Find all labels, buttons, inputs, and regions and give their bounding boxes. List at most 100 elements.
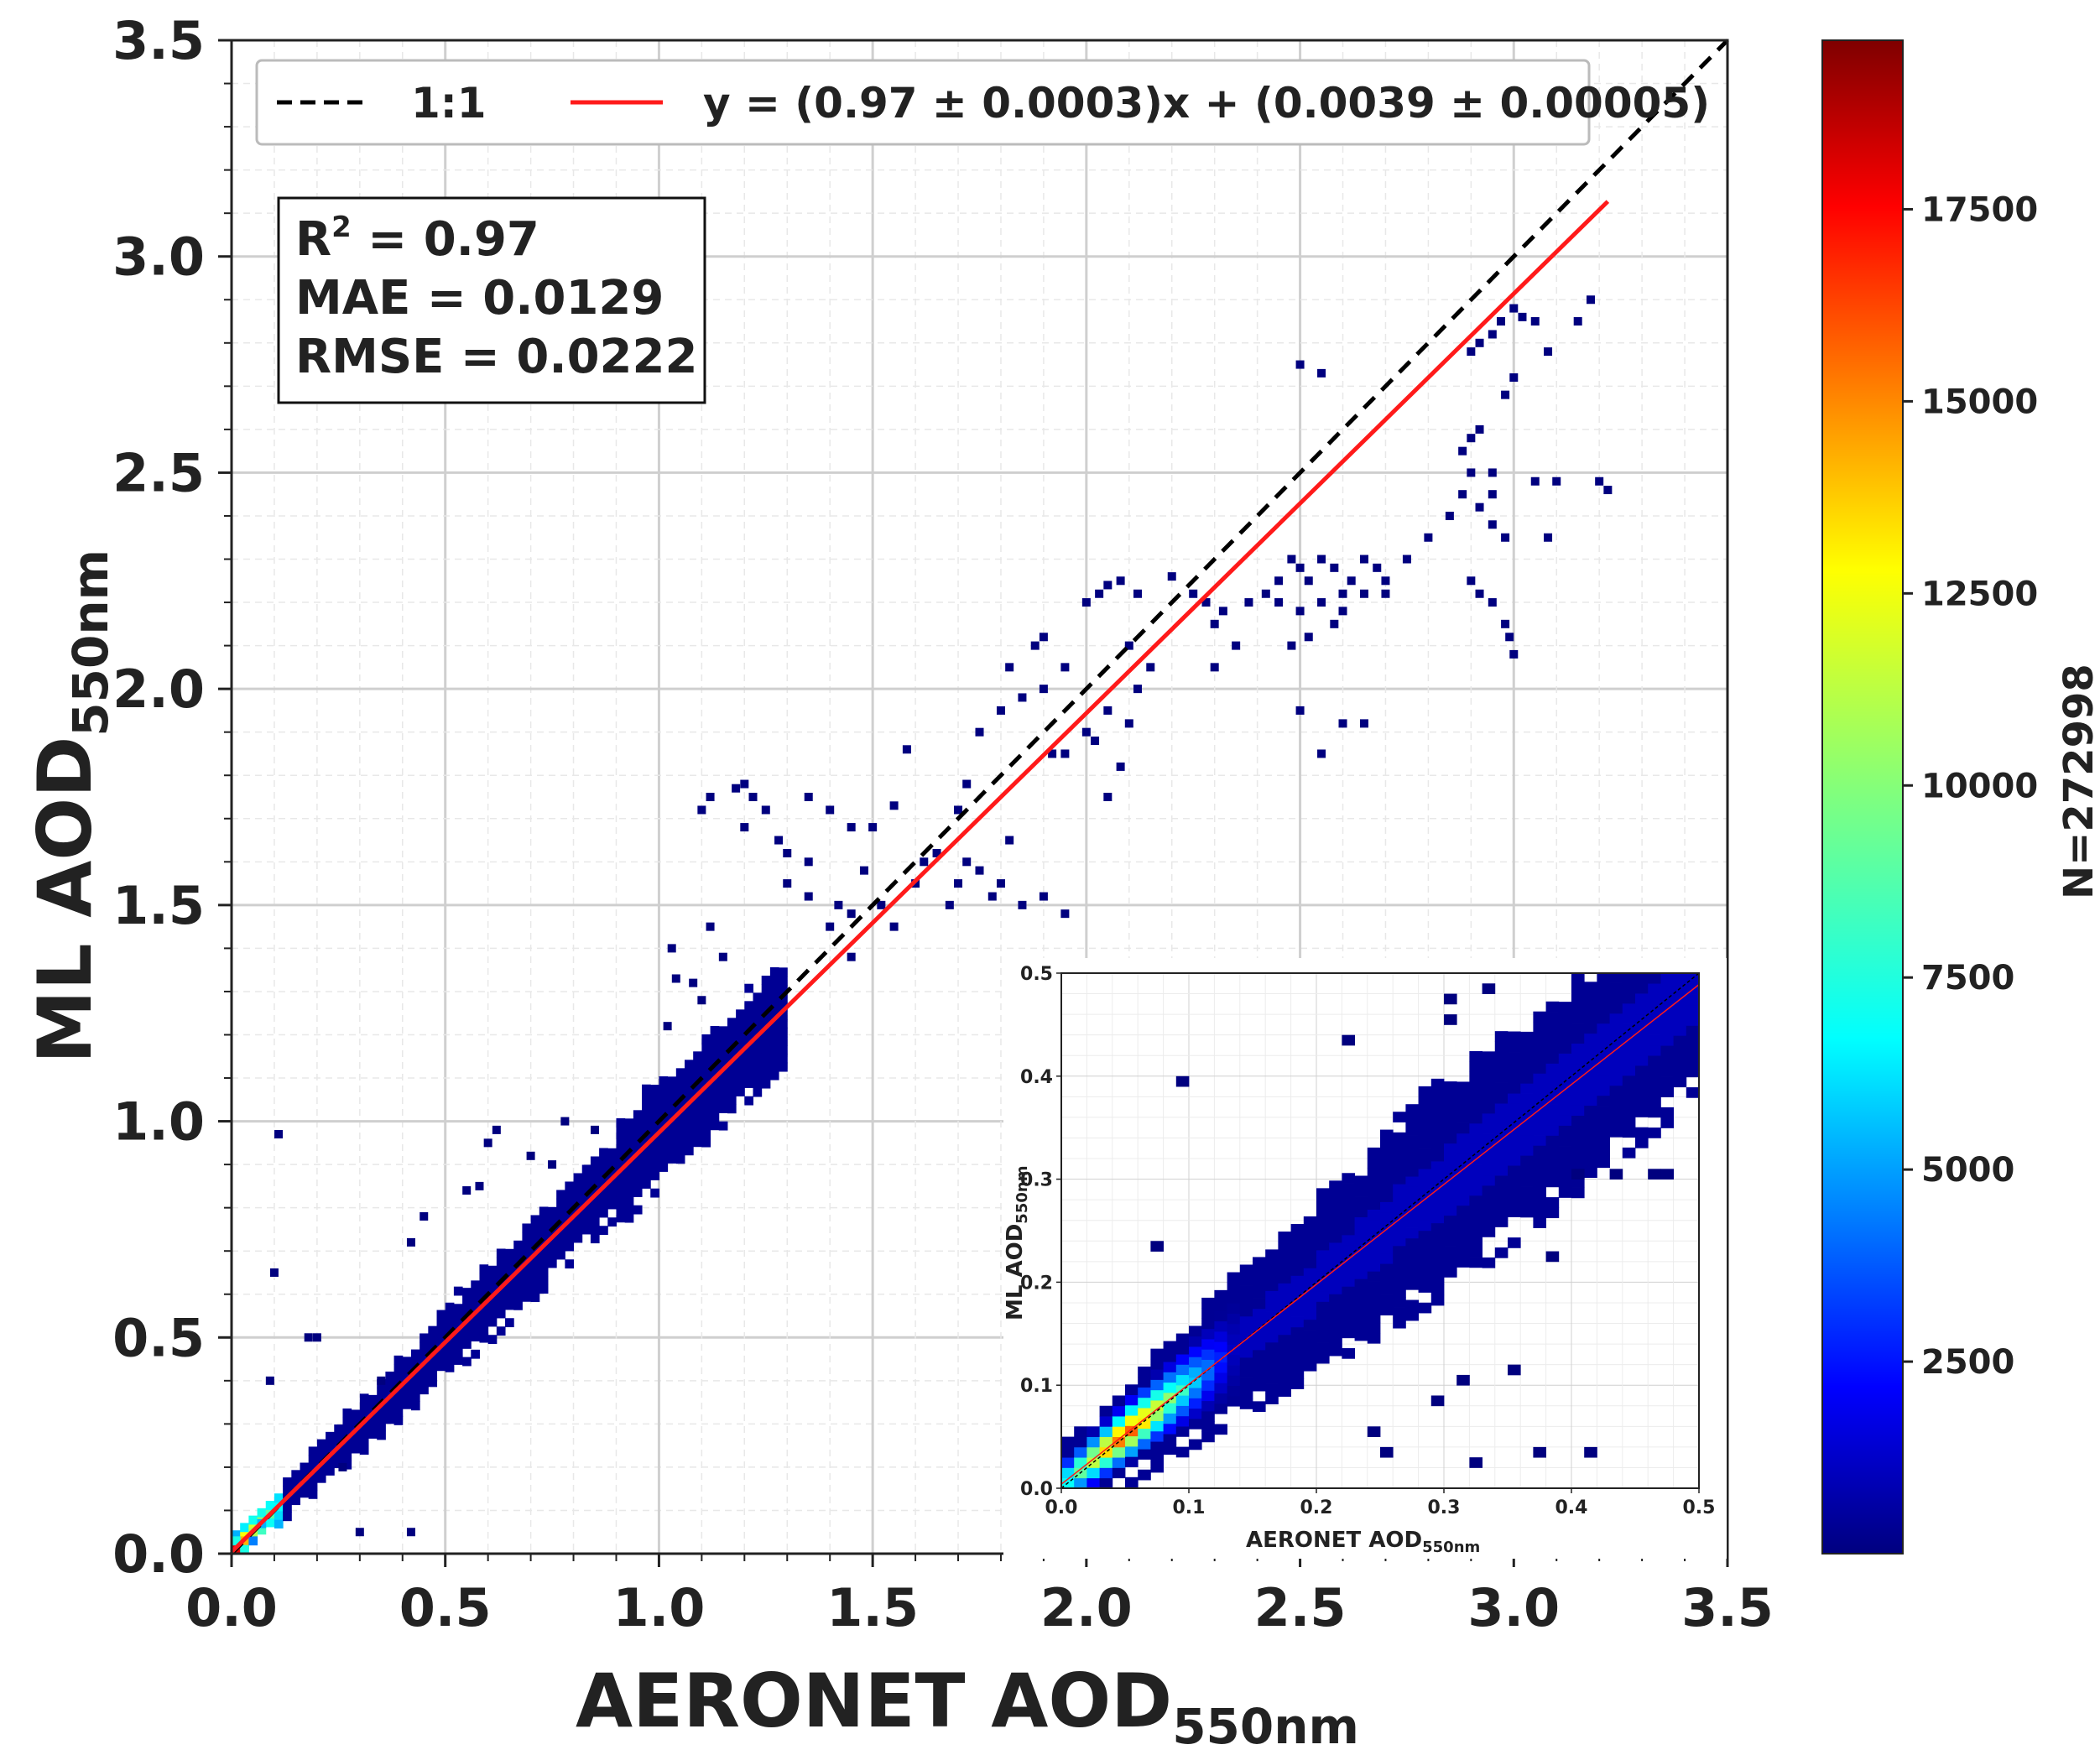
scatter-point (1081, 598, 1091, 607)
inset-density-cell (1622, 992, 1636, 1004)
inset-density-cell (1545, 1104, 1560, 1116)
density-cell (265, 1518, 275, 1528)
scatter-point (1317, 749, 1326, 758)
inset-density-cell (1430, 1130, 1445, 1141)
density-cell (462, 1357, 472, 1367)
inset-density-cell (1469, 1185, 1483, 1196)
inset-density-cell (1138, 1387, 1151, 1398)
density-cell (684, 1060, 694, 1070)
density-cell (675, 1102, 685, 1112)
inset-density-cell (1201, 1318, 1215, 1330)
inset-density-cell (1329, 1304, 1342, 1315)
inset-density-cell (1150, 1358, 1164, 1370)
inset-density-cell (1189, 1325, 1202, 1337)
inset-density-cell (1405, 1165, 1419, 1177)
inset-density-cell (1494, 1103, 1509, 1114)
density-cell (513, 1240, 523, 1250)
scatter-point (377, 1376, 386, 1385)
scatter-point (1274, 598, 1284, 607)
scatter-point (1317, 555, 1326, 564)
inset-density-cell (1571, 1156, 1585, 1168)
colorbar-tick-label: 2500 (1921, 1343, 2014, 1382)
colorbar-tick-label: 5000 (1921, 1151, 2014, 1190)
inset-density-cell (1597, 1023, 1610, 1034)
density-cell (539, 1224, 549, 1233)
inset-density-cell (1648, 1086, 1661, 1097)
inset-density-cell (1571, 1115, 1585, 1127)
inset-density-cell (1635, 1137, 1649, 1148)
density-cell (556, 1250, 565, 1260)
inset-density-cell (1469, 1164, 1483, 1175)
density-cell (718, 1121, 728, 1131)
inset-density-cell (1545, 1012, 1560, 1023)
inset-density-cell (1380, 1294, 1394, 1305)
density-cell (445, 1320, 455, 1330)
density-cell (659, 1154, 669, 1164)
density-cell (744, 1018, 754, 1028)
inset-density-cell (1430, 1181, 1445, 1193)
density-cell (496, 1257, 506, 1267)
inset-density-cell (1584, 1115, 1597, 1127)
inset-density-cell (1380, 1129, 1394, 1141)
density-cell (487, 1274, 498, 1284)
colorbar-tick-label: 10000 (1921, 767, 2038, 805)
density-cell (522, 1284, 532, 1294)
inset-density-cell (1597, 1095, 1610, 1107)
inset-density-cell (1635, 1003, 1649, 1015)
inset-density-cell (1125, 1435, 1139, 1447)
density-cell (300, 1488, 310, 1498)
inset-density-cell (1558, 1012, 1572, 1023)
inset-density-cell (1201, 1297, 1215, 1309)
density-cell (659, 1137, 669, 1146)
scatter-point (671, 974, 680, 983)
inset-density-cell (1686, 994, 1699, 1006)
colorbar-ticks: 2500 5000 7500 10000 12500 15000 17500 (1903, 190, 2038, 1382)
inset-density-cell (1380, 1242, 1394, 1254)
inset-density-cell (1545, 1022, 1560, 1034)
density-cell (505, 1266, 514, 1276)
density-cell (300, 1471, 310, 1481)
density-cell (530, 1275, 540, 1285)
density-cell (779, 984, 788, 994)
inset-density-cell (1660, 1055, 1674, 1067)
inset-density-cell (1086, 1436, 1100, 1448)
inset-density-cell (1533, 1083, 1546, 1095)
density-cell (753, 1079, 763, 1089)
density-cell (385, 1371, 395, 1381)
inset-density-cell (1635, 982, 1649, 994)
density-cell (334, 1433, 343, 1443)
inset-density-cell (1125, 1456, 1139, 1467)
scatter-point (689, 978, 698, 987)
inset-density-cell (1430, 1263, 1445, 1275)
inset-density-cell (1456, 1081, 1470, 1093)
density-cell (547, 1250, 557, 1260)
inset-density-cell (1265, 1321, 1279, 1333)
density-cell (761, 1062, 771, 1071)
inset-density-cell (1239, 1336, 1253, 1348)
inset-density-cell (1239, 1398, 1253, 1409)
inset-density-cell (1354, 1237, 1368, 1248)
inset-density-cell (1571, 1033, 1585, 1044)
density-cell (308, 1481, 318, 1491)
scatter-point (987, 892, 997, 901)
density-cell (573, 1173, 583, 1183)
inset-density-cell (1508, 1134, 1521, 1145)
inset-density-cell (1342, 1276, 1355, 1287)
inset-density-cell (1125, 1476, 1139, 1488)
inset-density-cell (1099, 1457, 1113, 1468)
inset-density-cell (1405, 1268, 1419, 1280)
y-tick-label: 3.5 (112, 10, 205, 71)
density-cell (590, 1216, 600, 1226)
inset-density-cell (1329, 1252, 1342, 1263)
density-cell (505, 1258, 514, 1267)
inset-density-cell (1508, 1062, 1521, 1074)
colorbar-tick-label: 17500 (1921, 190, 2038, 229)
inset-density-cell (1367, 1209, 1381, 1221)
density-cell (487, 1317, 498, 1327)
density-cell (599, 1208, 608, 1218)
inset-density-cell (1622, 1147, 1636, 1159)
inset-density-cell (1175, 1446, 1190, 1458)
inset-density-cell (1469, 1081, 1483, 1093)
inset-density-cell (1571, 973, 1585, 982)
inset-density-cell (1163, 1444, 1177, 1456)
